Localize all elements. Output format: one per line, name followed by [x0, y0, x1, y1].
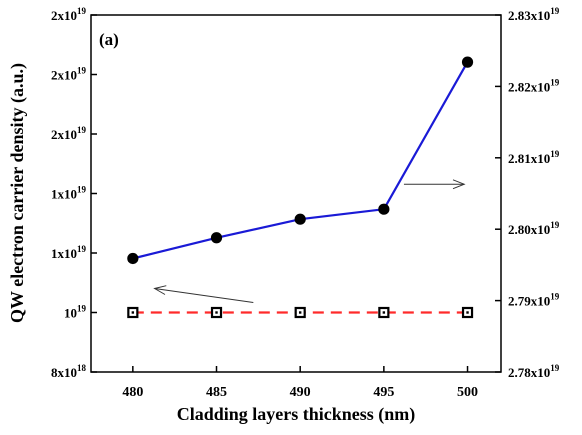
right-y-tick-label: 2.79x1019	[508, 292, 560, 309]
y-axis-title: QW electron carrier density (a.u.)	[7, 63, 28, 323]
x-axis-tick-labels: 480 485 490 495 500	[122, 385, 478, 400]
left-series-point-dot	[382, 311, 386, 314]
plot-frame	[90, 14, 502, 373]
left-y-tick-label: 8x1018	[51, 363, 87, 380]
x-tick-label: 480	[122, 385, 143, 400]
panel-label: (a)	[99, 30, 119, 49]
left-series-point-dot	[215, 311, 218, 314]
right-series-line	[132, 61, 469, 260]
right-series-point	[378, 203, 390, 215]
right-y-tick-label: 2.80x1019	[508, 220, 560, 237]
left-series-point-dot	[466, 311, 469, 314]
left-y-tick-label: 1x1019	[51, 244, 87, 261]
arrow-to-left-axis	[154, 288, 254, 303]
annotation-arrows	[153, 179, 466, 303]
right-series-point	[294, 213, 306, 225]
right-axis-tick-labels: 2.78x1019 2.79x1019 2.80x1019 2.81x1019 2.82…	[508, 6, 560, 380]
right-series-point	[127, 252, 139, 265]
arrow-to-right-axis-head	[452, 179, 466, 190]
left-y-tick-label: 1x1019	[51, 185, 87, 202]
left-y-tick-label: 1019	[64, 304, 87, 321]
left-y-tick-label: 2x1019	[51, 6, 87, 23]
arrow-to-left-axis-head	[153, 285, 167, 295]
right-y-tick-label: 2.82x1019	[508, 77, 560, 94]
left-series-point-dot	[298, 311, 302, 314]
right-y-tick-label: 2.83x1019	[508, 6, 560, 23]
x-tick-label: 500	[457, 385, 478, 400]
left-y-tick-label: 2x1019	[51, 125, 87, 142]
left-series-point-dot	[131, 311, 135, 314]
x-axis-title: Cladding layers thickness (nm)	[177, 404, 416, 425]
right-series-point	[461, 56, 474, 68]
right-series-point	[210, 232, 223, 244]
right-y-tick-label: 2.78x1019	[508, 363, 560, 380]
x-tick-label: 495	[373, 385, 394, 400]
x-tick-label: 490	[290, 385, 311, 400]
right-y-tick-label: 2.81x1019	[508, 149, 560, 166]
x-tick-label: 485	[206, 385, 227, 400]
left-axis-tick-labels: 8x1018 1019 1x1019 1x1019 2x1019 2x1019 2x1019	[51, 6, 87, 380]
axis-ticks	[91, 14, 501, 373]
left-y-tick-label: 2x1019	[51, 66, 87, 83]
series-layer	[127, 56, 474, 319]
